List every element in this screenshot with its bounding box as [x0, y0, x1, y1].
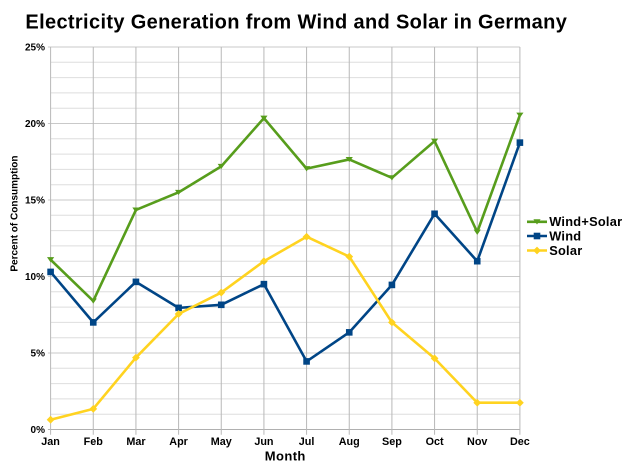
svg-text:10%: 10% [25, 272, 45, 283]
svg-text:Percent of Consumption: Percent of Consumption [10, 156, 21, 272]
svg-text:Sep: Sep [382, 436, 402, 448]
svg-text:Jan: Jan [41, 436, 60, 448]
svg-text:Dec: Dec [510, 436, 530, 448]
svg-text:Solar: Solar [549, 243, 582, 258]
svg-text:Aug: Aug [339, 436, 360, 448]
svg-text:5%: 5% [31, 349, 46, 360]
svg-text:Nov: Nov [467, 436, 487, 448]
svg-text:Month: Month [265, 449, 306, 464]
svg-text:Jun: Jun [254, 436, 273, 448]
svg-text:May: May [211, 436, 232, 448]
svg-text:Wind+Solar: Wind+Solar [549, 214, 622, 229]
svg-text:Mar: Mar [126, 436, 146, 448]
svg-text:Electricity Generation from Wi: Electricity Generation from Wind and Sol… [25, 12, 567, 34]
svg-text:0%: 0% [31, 425, 46, 436]
svg-text:20%: 20% [25, 119, 45, 130]
svg-text:Oct: Oct [426, 436, 444, 448]
svg-text:Wind: Wind [549, 228, 581, 243]
svg-text:Jul: Jul [299, 436, 315, 448]
svg-text:25%: 25% [25, 43, 45, 54]
svg-text:Feb: Feb [84, 436, 104, 448]
svg-text:15%: 15% [25, 196, 45, 207]
svg-text:Apr: Apr [169, 436, 188, 448]
